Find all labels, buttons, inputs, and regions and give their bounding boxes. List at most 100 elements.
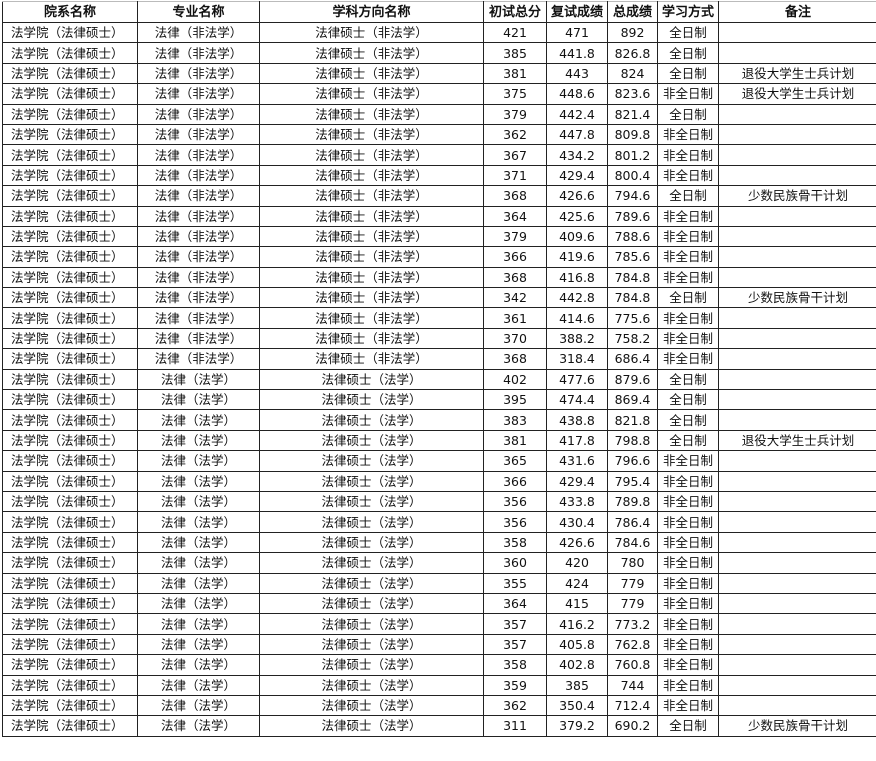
initial-score-cell: 371 <box>483 164 547 187</box>
table-row: 法学院（法律硕士） 法律（非法学） 法律硕士（非法学） 371 429.4 800.4 非全… <box>2 164 876 187</box>
total-score-cell: 823.6 <box>607 83 658 105</box>
total-score-cell: 786.4 <box>607 511 658 533</box>
table-row: 法学院（法律硕士） 法律（非法学） 法律硕士（非法学） 375 448.6 823.6 非全… <box>2 83 876 105</box>
direction-cell: 法律硕士（法学） <box>259 592 484 615</box>
retest-score-cell: 442.4 <box>546 103 608 125</box>
study-mode-cell: 非全日制 <box>657 572 719 594</box>
direction-cell: 法律硕士（法学） <box>259 694 484 717</box>
direction-cell: 法律硕士（非法学） <box>259 62 484 85</box>
direction-cell: 法律硕士（非法学） <box>259 123 484 146</box>
retest-score-cell: 416.2 <box>546 613 608 635</box>
department-cell: 法学院（法律硕士） <box>2 123 138 146</box>
table-row: 法学院（法律硕士） 法律（法学） 法律硕士（法学） 402 477.6 879.6 全日制 <box>2 368 876 391</box>
department-cell: 法学院（法律硕士） <box>2 348 138 370</box>
remarks-cell <box>718 266 876 289</box>
retest-score-cell: 419.6 <box>546 246 608 268</box>
department-cell: 法学院（法律硕士） <box>2 144 138 166</box>
department-cell: 法学院（法律硕士） <box>2 654 138 676</box>
retest-score-cell: 442.8 <box>546 287 608 309</box>
retest-score-cell: 350.4 <box>546 694 608 717</box>
direction-cell: 法律硕士（法学） <box>259 613 484 635</box>
major-cell: 法律（非法学） <box>137 83 260 105</box>
department-cell: 法学院（法律硕士） <box>2 62 138 85</box>
major-cell: 法律（非法学） <box>137 42 260 64</box>
table-row: 法学院（法律硕士） 法律（非法学） 法律硕士（非法学） 381 443 824 全日制 退役大… <box>2 62 876 85</box>
initial-score-cell: 359 <box>483 674 547 696</box>
major-cell: 法律（非法学） <box>137 348 260 370</box>
initial-score-cell: 311 <box>483 715 547 737</box>
retest-score-cell: 416.8 <box>546 266 608 289</box>
department-cell: 法学院（法律硕士） <box>2 429 138 452</box>
department-cell: 法学院（法律硕士） <box>2 613 138 635</box>
department-cell: 法学院（法律硕士） <box>2 205 138 227</box>
major-cell: 法律（非法学） <box>137 164 260 187</box>
remarks-cell: 退役大学生士兵计划 <box>718 62 876 85</box>
retest-score-cell: 415 <box>546 592 608 615</box>
initial-score-cell: 375 <box>483 83 547 105</box>
retest-score-cell: 426.6 <box>546 185 608 207</box>
table-row: 法学院（法律硕士） 法律（法学） 法律硕士（法学） 360 420 780 非全日制 <box>2 552 876 574</box>
study-mode-cell: 非全日制 <box>657 246 719 268</box>
remarks-cell <box>718 592 876 615</box>
major-cell: 法律（非法学） <box>137 62 260 85</box>
total-score-cell: 794.6 <box>607 185 658 207</box>
total-score-cell: 712.4 <box>607 694 658 717</box>
remarks-cell <box>718 490 876 513</box>
initial-score-cell: 357 <box>483 633 547 656</box>
direction-cell: 法律硕士（非法学） <box>259 307 484 329</box>
retest-score-cell: 441.8 <box>546 42 608 64</box>
retest-score-cell: 385 <box>546 674 608 696</box>
total-score-cell: 789.6 <box>607 205 658 227</box>
total-score-cell: 809.8 <box>607 123 658 146</box>
department-cell: 法学院（法律硕士） <box>2 592 138 615</box>
study-mode-cell: 非全日制 <box>657 225 719 248</box>
major-cell: 法律（法学） <box>137 490 260 513</box>
table-row: 法学院（法律硕士） 法律（法学） 法律硕士（法学） 311 379.2 690.2 全日制少… <box>2 715 876 737</box>
direction-cell: 法律硕士（非法学） <box>259 164 484 187</box>
retest-score-cell: 443 <box>546 62 608 85</box>
major-cell: 法律（法学） <box>137 674 260 696</box>
study-mode-cell: 全日制 <box>657 409 719 431</box>
department-cell: 法学院（法律硕士） <box>2 103 138 125</box>
major-cell: 法律（非法学） <box>137 266 260 289</box>
total-score-cell: 824 <box>607 62 658 85</box>
total-score-cell: 821.4 <box>607 103 658 125</box>
retest-score-cell: 420 <box>546 552 608 574</box>
remarks-cell <box>718 633 876 656</box>
direction-cell: 法律硕士（法学） <box>259 572 484 594</box>
direction-cell: 法律硕士（非法学） <box>259 205 484 227</box>
retest-score-cell: 474.4 <box>546 389 608 411</box>
header-direction: 学科方向名称 <box>259 1 484 23</box>
major-cell: 法律（非法学） <box>137 327 260 350</box>
department-cell: 法学院（法律硕士） <box>2 572 138 594</box>
major-cell: 法律（法学） <box>137 429 260 452</box>
total-score-cell: 826.8 <box>607 42 658 64</box>
retest-score-cell: 379.2 <box>546 715 608 737</box>
department-cell: 法学院（法律硕士） <box>2 470 138 492</box>
study-mode-cell: 非全日制 <box>657 307 719 329</box>
table-row: 法学院（法律硕士） 法律（非法学） 法律硕士（非法学） 379 409.6 788.6 非全… <box>2 225 876 248</box>
study-mode-cell: 非全日制 <box>657 450 719 472</box>
direction-cell: 法律硕士（法学） <box>259 490 484 513</box>
department-cell: 法学院（法律硕士） <box>2 715 138 737</box>
department-cell: 法学院（法律硕士） <box>2 674 138 696</box>
retest-score-cell: 425.6 <box>546 205 608 227</box>
initial-score-cell: 357 <box>483 613 547 635</box>
header-row: 院系名称 专业名称 学科方向名称 初试总分 复试成绩 总成绩 学习方式 备注 <box>2 1 876 23</box>
remarks-cell <box>718 144 876 166</box>
initial-score-cell: 366 <box>483 246 547 268</box>
major-cell: 法律（法学） <box>137 633 260 656</box>
total-score-cell: 879.6 <box>607 368 658 391</box>
major-cell: 法律（非法学） <box>137 103 260 125</box>
remarks-cell <box>718 103 876 125</box>
initial-score-cell: 356 <box>483 490 547 513</box>
major-cell: 法律（非法学） <box>137 246 260 268</box>
initial-score-cell: 365 <box>483 450 547 472</box>
direction-cell: 法律硕士（非法学） <box>259 246 484 268</box>
direction-cell: 法律硕士（非法学） <box>259 225 484 248</box>
initial-score-cell: 421 <box>483 21 547 44</box>
initial-score-cell: 368 <box>483 266 547 289</box>
major-cell: 法律（非法学） <box>137 185 260 207</box>
major-cell: 法律（非法学） <box>137 287 260 309</box>
study-mode-cell: 非全日制 <box>657 164 719 187</box>
